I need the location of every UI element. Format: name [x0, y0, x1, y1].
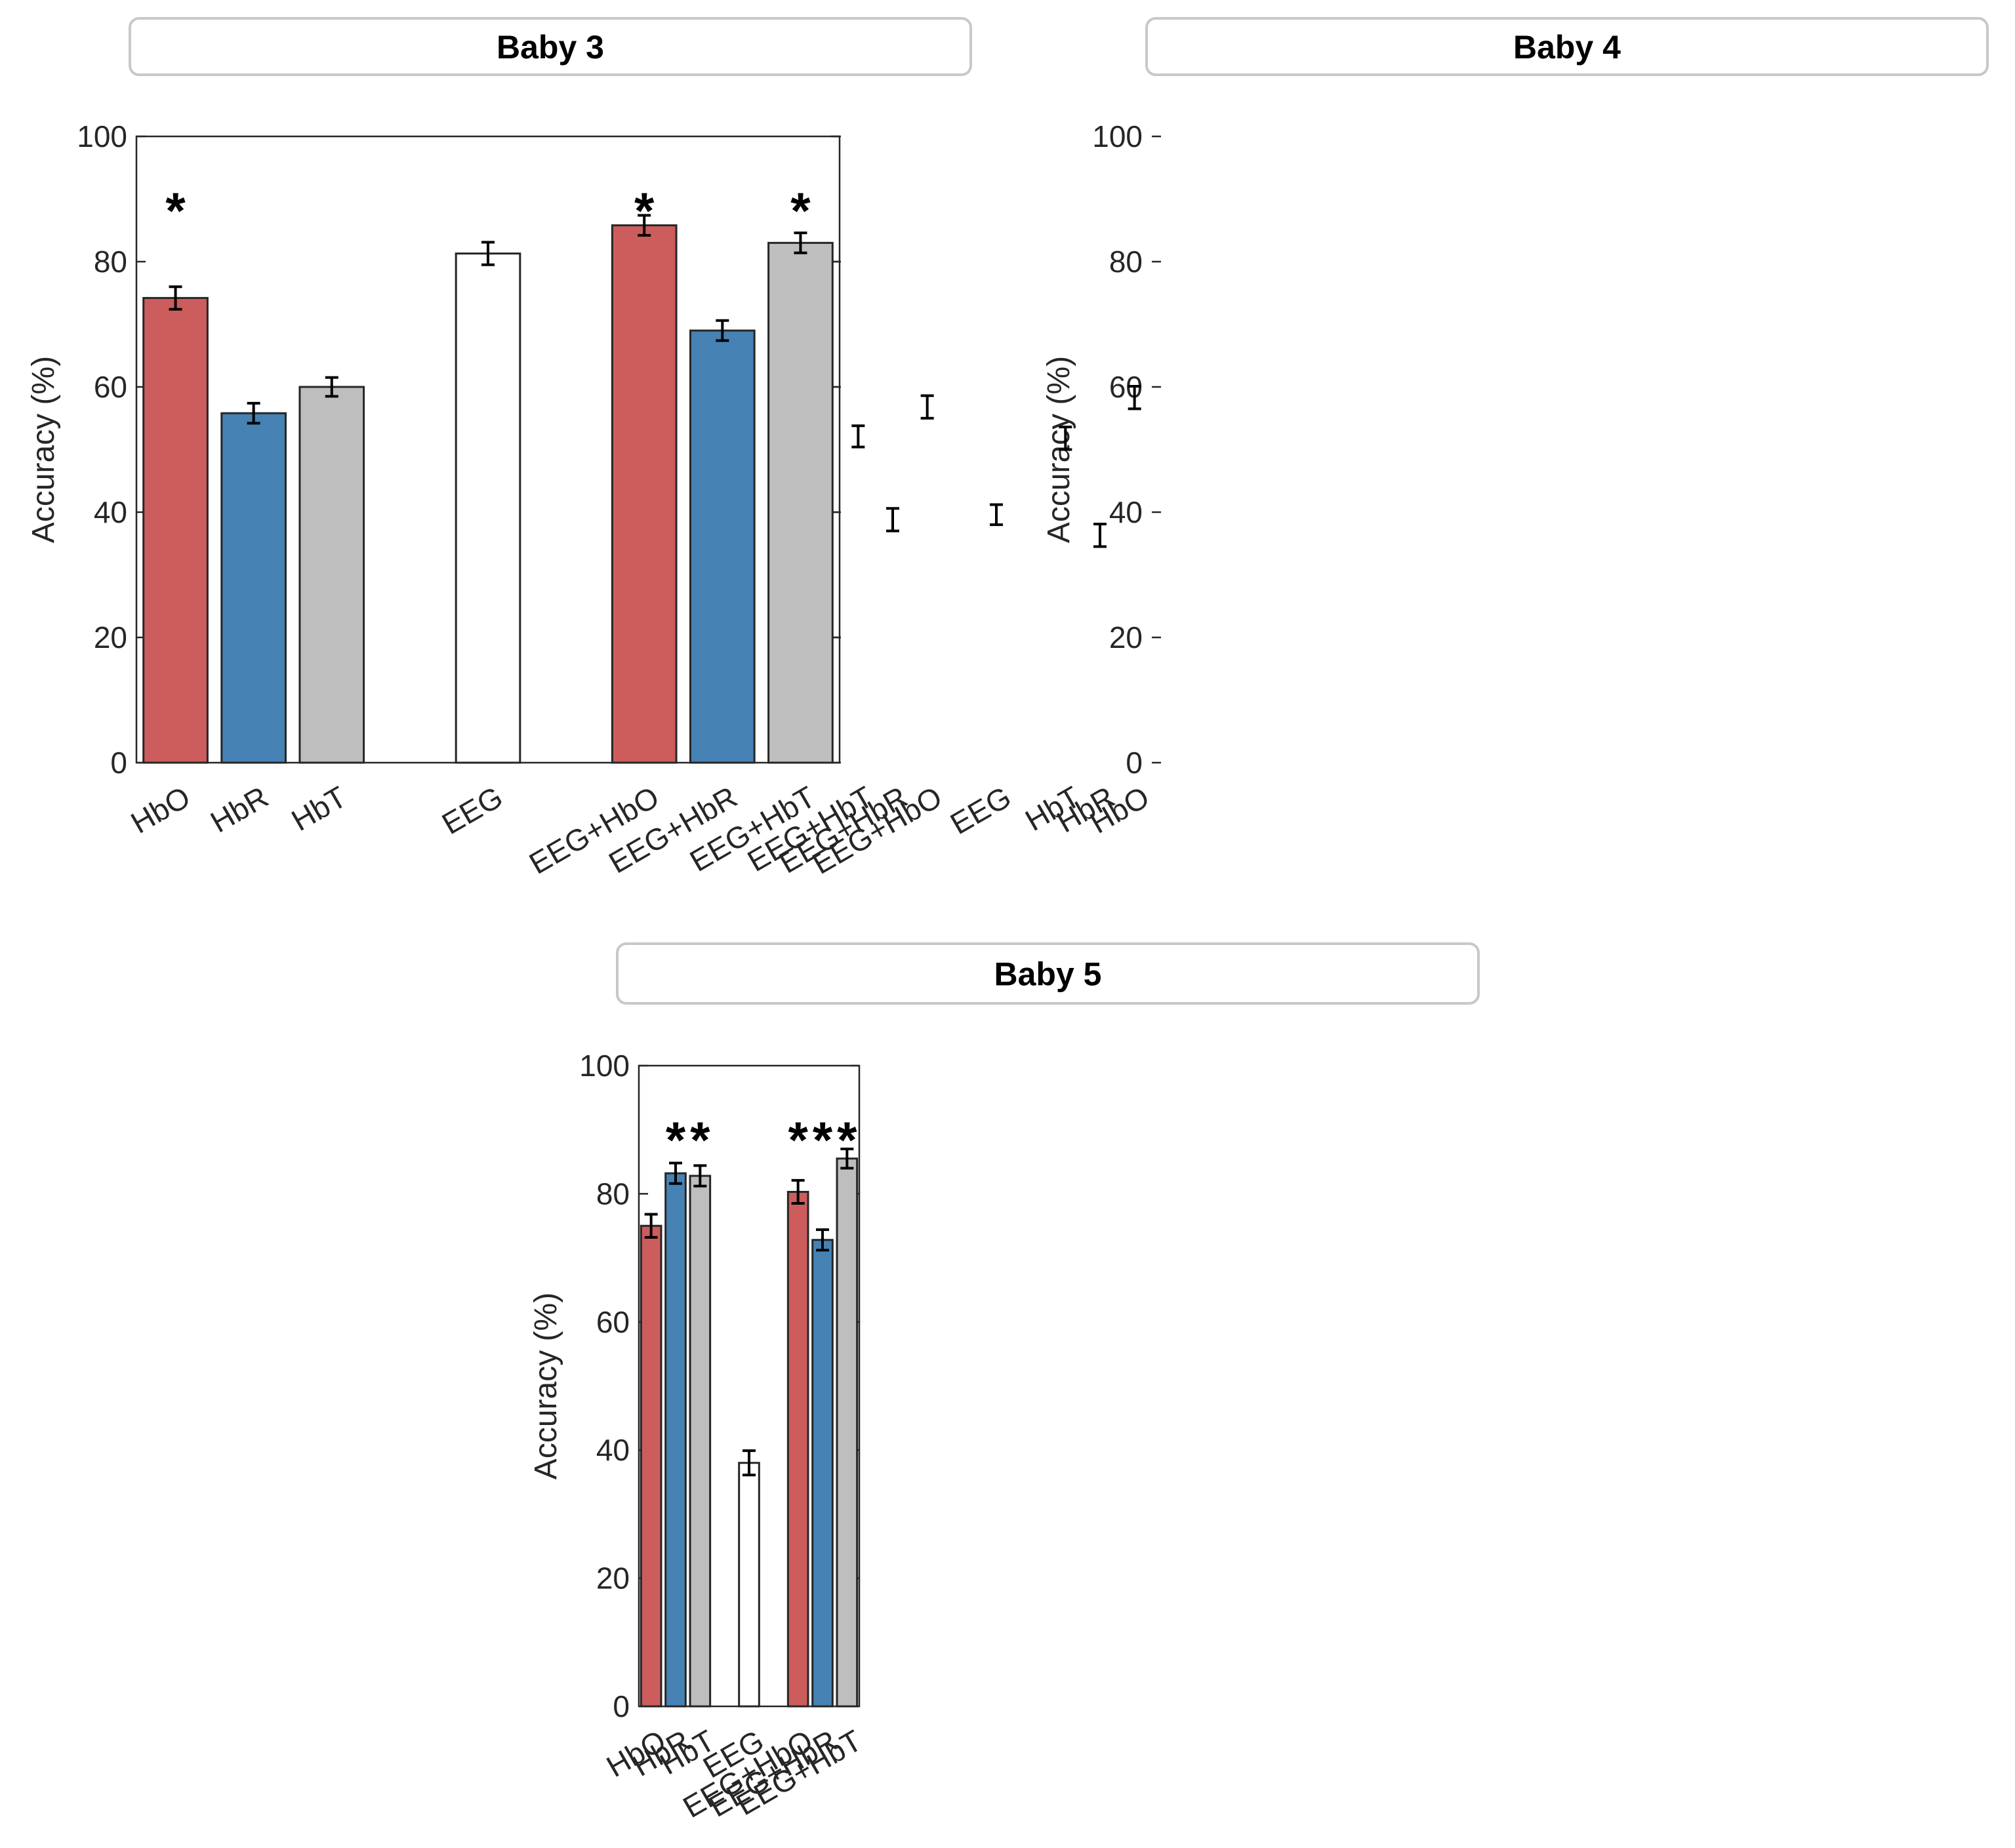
chart-title-box [616, 942, 1480, 1005]
bar-hbr [220, 412, 287, 764]
bar-hbt [689, 1175, 712, 1708]
y-tick-label: 0 [1126, 746, 1143, 780]
y-tick-label: 40 [94, 495, 127, 529]
bar-eeg [455, 252, 521, 764]
y-tick-label: 100 [579, 1049, 630, 1083]
bar-hbr [664, 1172, 687, 1708]
chart-title: Baby 3 [497, 29, 604, 66]
y-axis-label: Accuracy (%) [529, 1293, 563, 1479]
chart-title: Baby 4 [1513, 29, 1621, 66]
bar-eeg-plus-hbr [689, 329, 756, 764]
significance-marker: * [788, 1111, 808, 1169]
bar-hbo [640, 1224, 662, 1708]
significance-marker: * [837, 1111, 857, 1169]
bar-eeg-plus-hbr [811, 1239, 834, 1708]
y-tick-label: 40 [596, 1433, 630, 1467]
y-tick-label: 60 [596, 1305, 630, 1339]
bar-eeg-plus-hbt [767, 241, 834, 764]
significance-marker: * [165, 182, 186, 239]
chart-title: Baby 5 [994, 956, 1102, 993]
chart-title-box [1145, 17, 1989, 76]
significance-marker: * [690, 1111, 710, 1169]
y-tick-label: 60 [94, 370, 127, 404]
significance-marker: * [790, 182, 811, 239]
y-tick-label: 100 [77, 119, 127, 153]
chart-title-box [129, 17, 972, 76]
y-tick-label: 80 [94, 245, 127, 279]
y-tick-label: 20 [596, 1561, 630, 1596]
y-tick-label: 100 [1092, 119, 1143, 153]
y-tick-label: 20 [1109, 620, 1143, 654]
significance-marker: * [634, 182, 655, 239]
bar-eeg-plus-hbo [611, 224, 678, 764]
bar-eeg-plus-hbo [786, 1190, 809, 1708]
bar-eeg-plus-hbt [836, 1157, 859, 1708]
y-tick-label: 80 [596, 1176, 630, 1211]
significance-marker: * [813, 1111, 833, 1169]
bar-hbt [298, 386, 365, 764]
significance-marker: * [666, 1111, 686, 1169]
y-tick-label: 40 [1109, 495, 1143, 529]
y-tick-label: 20 [94, 620, 127, 654]
y-tick-label: 80 [1109, 245, 1143, 279]
y-tick-label: 0 [110, 746, 127, 780]
y-axis-label: Accuracy (%) [26, 356, 61, 543]
y-tick-label: 0 [613, 1689, 630, 1723]
bar-hbo [142, 296, 209, 764]
bar-eeg [738, 1462, 760, 1708]
